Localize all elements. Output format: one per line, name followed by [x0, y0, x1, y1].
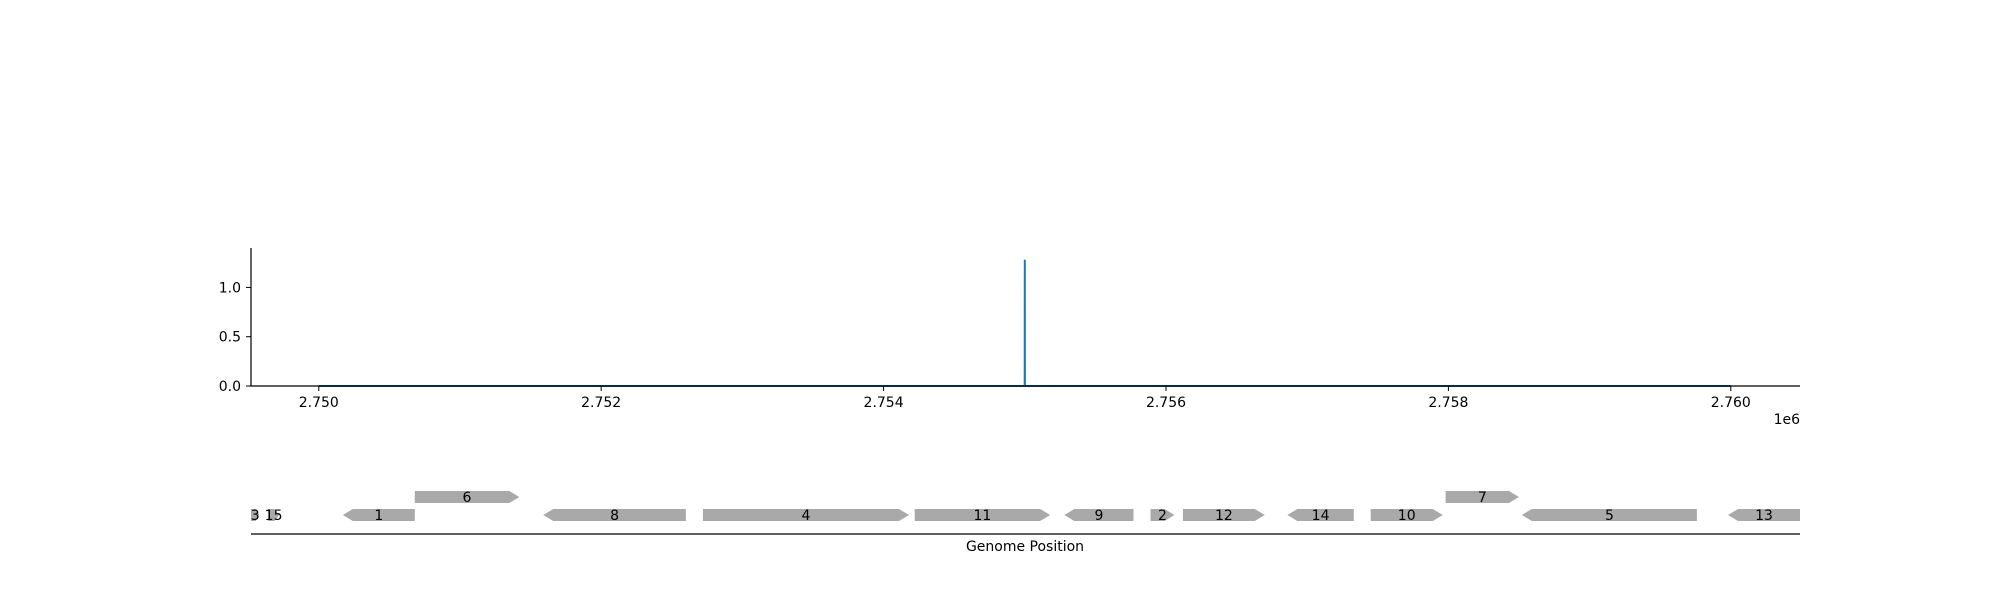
gene-arrow [267, 509, 280, 521]
gene-label: 5 [1605, 508, 1614, 524]
gene-2: 2 [1150, 508, 1175, 524]
gene-10: 10 [1370, 508, 1443, 524]
gene-label: 7 [1478, 490, 1487, 506]
gene-label: 12 [1215, 508, 1233, 524]
gene-label: 11 [973, 508, 991, 524]
gene-label: 3 [251, 508, 260, 524]
gene-arrows: 3 15 1 6 8 4 11 9 2 12 14 10 7 5 13 [251, 490, 1800, 524]
gene-arrow [1064, 509, 1134, 521]
gene-label: 1 [374, 508, 383, 524]
x-tick-label: 2.752 [581, 395, 621, 411]
gene-label: 9 [1094, 508, 1103, 524]
x-tick-label: 2.750 [299, 395, 339, 411]
gene-arrow [1521, 509, 1697, 521]
gene-arrow [251, 509, 260, 521]
y-tick-label: 0.5 [219, 330, 241, 346]
gene-14: 14 [1287, 508, 1354, 524]
y-tick-label: 0.0 [219, 379, 241, 395]
gene-label: 13 [1755, 508, 1773, 524]
gene-track: 3 15 1 6 8 4 11 9 2 12 14 10 7 5 13 Genome Position [251, 490, 1800, 555]
gene-label: 6 [463, 490, 472, 506]
gene-label: 15 [265, 508, 283, 524]
gene-arrow [1445, 491, 1519, 503]
y-ticks: 0.0 0.5 1.0 [219, 280, 251, 395]
gene-label: 4 [801, 508, 810, 524]
coverage-line-0 [318, 259, 1731, 387]
gene-8: 8 [543, 508, 686, 524]
gene-1: 1 [342, 508, 415, 524]
gene-arrow [1370, 509, 1443, 521]
x-axis-offset-label: 1e6 [1774, 412, 1801, 428]
gene-arrow [342, 509, 415, 521]
gene-arrow [1182, 509, 1265, 521]
x-ticks: 2.750 2.752 2.754 2.756 2.758 2.760 [299, 386, 1751, 411]
gene-13: 13 [1728, 508, 1800, 524]
x-axis-title: Genome Position [966, 539, 1084, 555]
gene-7: 7 [1445, 490, 1519, 506]
gene-arrow [914, 509, 1051, 521]
gene-arrow [1150, 509, 1175, 521]
y-tick-label: 1.0 [219, 280, 241, 296]
gene-3: 3 [251, 508, 260, 524]
gene-arrow [1728, 509, 1800, 521]
gene-arrow [414, 491, 520, 503]
gene-4: 4 [702, 508, 909, 524]
gene-arrow [543, 509, 686, 521]
gene-arrow [702, 509, 909, 521]
gene-label: 10 [1398, 508, 1416, 524]
gene-5: 5 [1521, 508, 1697, 524]
gene-label: 2 [1158, 508, 1167, 524]
coverage-series [318, 259, 1731, 387]
gene-label: 14 [1312, 508, 1330, 524]
gene-arrow [1287, 509, 1354, 521]
gene-15: 15 [265, 508, 283, 524]
x-tick-label: 2.758 [1428, 395, 1468, 411]
gene-9: 9 [1064, 508, 1134, 524]
gene-11: 11 [914, 508, 1051, 524]
coverage-plot: 2.750 2.752 2.754 2.756 2.758 2.760 0.0 0.5 1.0… [219, 248, 1800, 428]
gene-12: 12 [1182, 508, 1265, 524]
gene-label: 8 [610, 508, 619, 524]
x-tick-label: 2.760 [1711, 395, 1751, 411]
gene-6: 6 [414, 490, 520, 506]
x-tick-label: 2.754 [864, 395, 904, 411]
x-tick-label: 2.756 [1146, 395, 1186, 411]
